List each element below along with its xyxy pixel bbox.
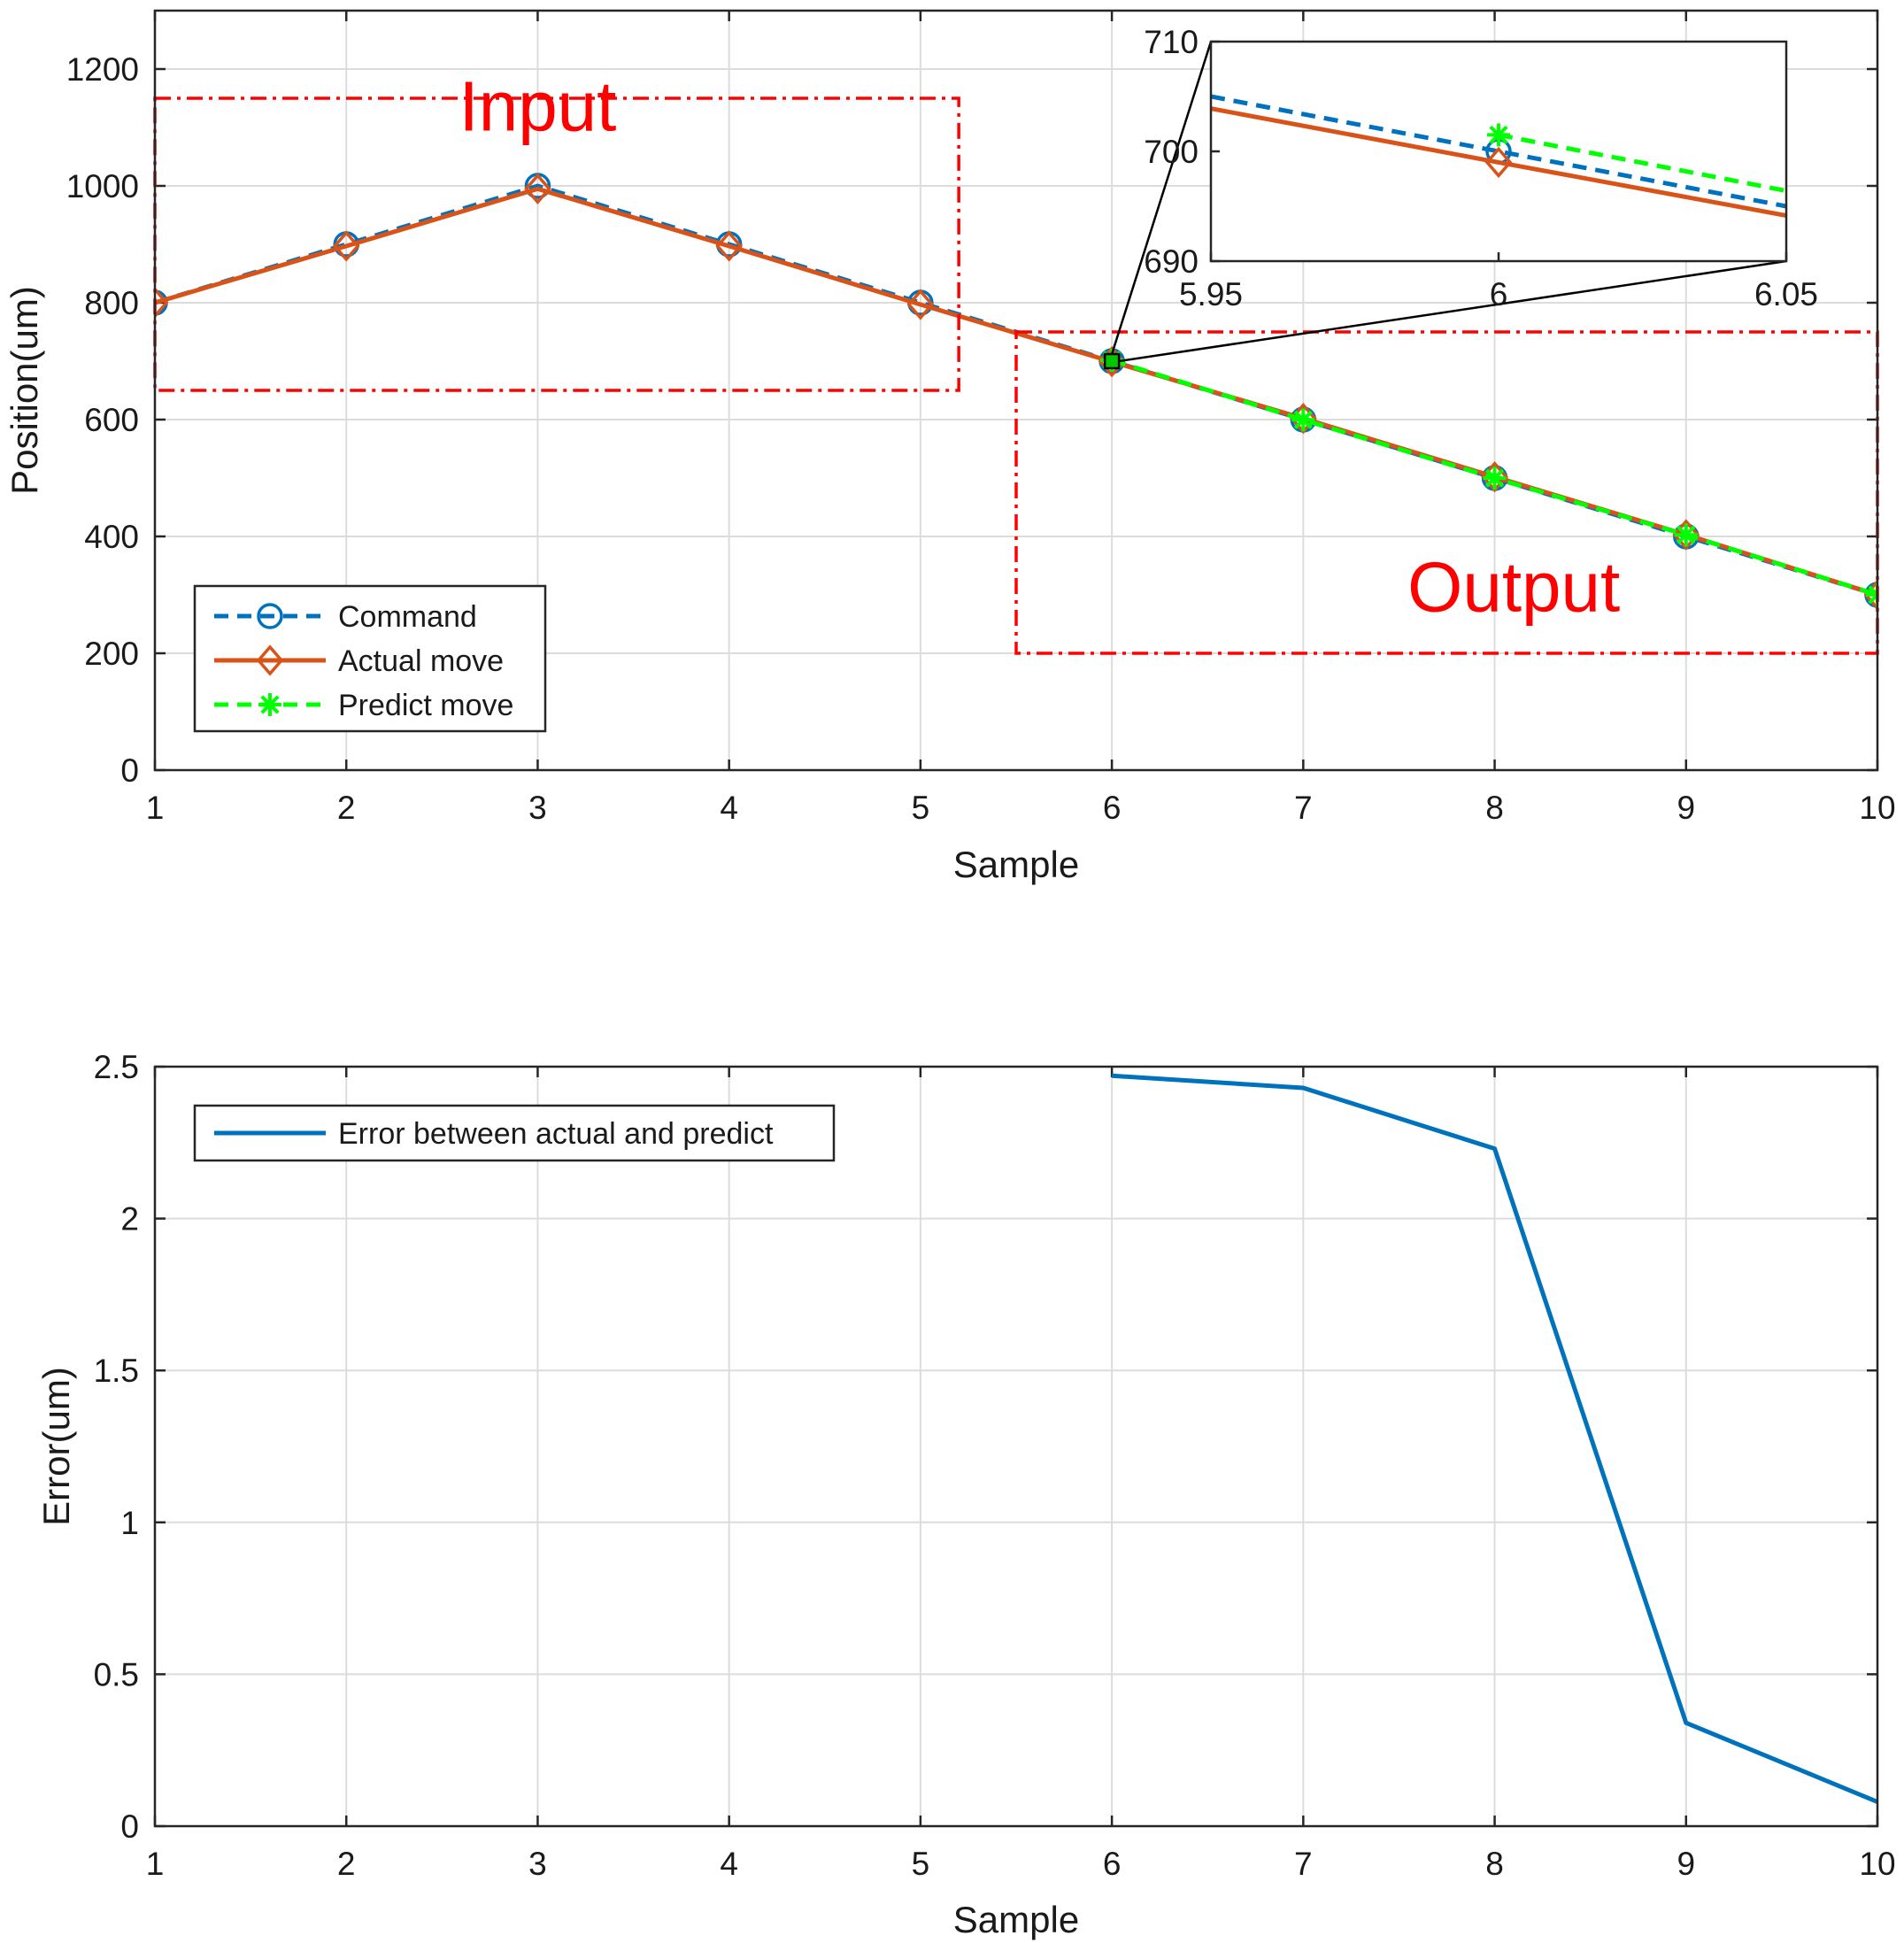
x-tick-label: 7: [1294, 1846, 1313, 1882]
x-tick-label: 4: [720, 1846, 738, 1882]
y-tick-label: 1: [120, 1505, 139, 1541]
x-tick-label: 2: [337, 1846, 356, 1882]
inset-y-tick-label: 710: [1144, 24, 1199, 60]
data-point-asterisk-stroke: [1868, 585, 1877, 598]
x-tick-label: 6: [1103, 790, 1122, 826]
y-tick-label: 1000: [66, 168, 139, 204]
error-axes-frame: [153, 1065, 1879, 1828]
legend-marker-asterisk-stroke: [260, 695, 280, 714]
x-tick-label: 9: [1677, 1846, 1695, 1882]
data-point-diamond: [715, 230, 743, 262]
y-tick-label: 200: [84, 636, 139, 672]
legend-label-error: Error between actual and predict: [338, 1117, 774, 1151]
zoom-connector-bottom: [1118, 259, 1787, 363]
position-y-axis-label: Position(um): [4, 286, 45, 495]
data-point-diamond: [155, 287, 169, 319]
data-point-diamond: [1672, 519, 1700, 551]
input-region-label: Input: [459, 66, 616, 145]
inset-data-point-asterisk: [1487, 123, 1510, 147]
data-point-asterisk: [1483, 466, 1507, 490]
x-tick-label: 3: [528, 790, 547, 826]
y-tick-label: 2.5: [94, 1049, 139, 1085]
data-point-asterisk: [1866, 582, 1877, 606]
x-tick-label: 5: [912, 790, 930, 826]
inset-x-tick-label: 6.05: [1754, 276, 1818, 312]
y-tick-label: 400: [84, 519, 139, 555]
error-y-ticks: 0 0.5 1 1.5 2 2.5: [94, 1049, 1877, 1845]
position-x-axis-label: Sample: [953, 844, 1079, 885]
legend-marker-asterisk: [258, 693, 281, 716]
error-chart: 1 2 3 4 5 6 7 8 9 10 0 0.5 1 1.5 2 2.5 Error between a…: [35, 1049, 1896, 1940]
error-legend[interactable]: Error between actual and predict: [193, 1104, 836, 1162]
x-tick-label: 7: [1294, 790, 1313, 826]
inset-series-layer: [1211, 94, 1786, 218]
x-tick-label: 8: [1485, 790, 1504, 826]
x-tick-label: 9: [1677, 790, 1695, 826]
data-point-diamond: [906, 289, 935, 320]
y-tick-label: 1.5: [94, 1353, 139, 1389]
legend-marker-circle: [257, 603, 283, 629]
y-tick-label: 0.5: [94, 1656, 139, 1692]
x-tick-label: 1: [146, 1846, 165, 1882]
x-tick-label: 5: [912, 1846, 930, 1882]
zoom-inset: 5.95 6 6.05 690 700 710: [1144, 24, 1818, 312]
legend-marker-diamond: [256, 644, 284, 676]
output-region-label: Output: [1407, 547, 1620, 626]
inset-x-tick-label: 5.95: [1179, 276, 1243, 312]
y-tick-label: 2: [120, 1201, 139, 1238]
y-tick-label: 0: [120, 752, 139, 789]
inset-x-tick-label: 6: [1490, 276, 1508, 312]
legend-label-predict: Predict move: [338, 689, 513, 722]
position-legend[interactable]: Command Actual move Predict move: [193, 584, 547, 733]
data-point-asterisk-stroke: [1484, 468, 1505, 488]
y-tick-label: 0: [120, 1808, 139, 1845]
x-tick-label: 6: [1103, 1846, 1122, 1882]
data-point-asterisk: [1674, 523, 1698, 547]
inset-y-tick-label: 690: [1144, 243, 1199, 280]
data-point-diamond: [524, 173, 551, 204]
legend-label-command: Command: [338, 600, 477, 634]
legend-label-actual: Actual move: [338, 644, 504, 678]
error-x-axis-label: Sample: [953, 1899, 1079, 1940]
x-tick-label: 3: [528, 1846, 547, 1882]
x-tick-label: 10: [1859, 1846, 1895, 1882]
position-y-ticks: 0 200 400 600 800 1000 1200: [66, 51, 1877, 789]
data-point-asterisk-stroke: [1868, 592, 1877, 605]
x-tick-label: 4: [720, 790, 738, 826]
position-axes-frame: [153, 9, 1879, 772]
error-series-layer: [1111, 1073, 1877, 1804]
y-tick-label: 1200: [66, 51, 139, 88]
data-point-asterisk-stroke: [1677, 525, 1696, 544]
inset-series-line-2: [1498, 132, 1786, 194]
series-line-0: [1111, 1073, 1877, 1804]
position-x-ticks: 1 2 3 4 5 6 7 8 9 10: [146, 11, 1896, 826]
x-tick-label: 10: [1859, 790, 1895, 826]
zoom-marker: [1103, 352, 1121, 370]
inset-data-point-asterisk-stroke: [1489, 125, 1508, 145]
data-point-asterisk-stroke: [1293, 410, 1313, 429]
inset-ticks: 5.95 6 6.05 690 700 710: [1144, 24, 1818, 312]
error-x-ticks: 1 2 3 4 5 6 7 8 9 10: [146, 1067, 1896, 1882]
y-tick-label: 600: [84, 402, 139, 438]
inset-y-tick-label: 700: [1144, 134, 1199, 170]
data-point-asterisk: [1291, 408, 1315, 432]
inset-data-point-diamond: [1484, 146, 1513, 179]
inset-series-line-0: [1211, 94, 1786, 209]
error-y-axis-label: Error(um): [35, 1367, 77, 1526]
error-plot-area: [155, 1067, 1877, 1826]
zoom-connector-top: [1110, 41, 1213, 355]
x-tick-label: 1: [146, 790, 165, 826]
y-tick-label: 800: [84, 285, 139, 321]
x-tick-label: 8: [1485, 1846, 1504, 1882]
x-tick-label: 2: [337, 790, 356, 826]
data-point-diamond: [332, 230, 360, 262]
inset-series-line-1: [1211, 106, 1786, 218]
